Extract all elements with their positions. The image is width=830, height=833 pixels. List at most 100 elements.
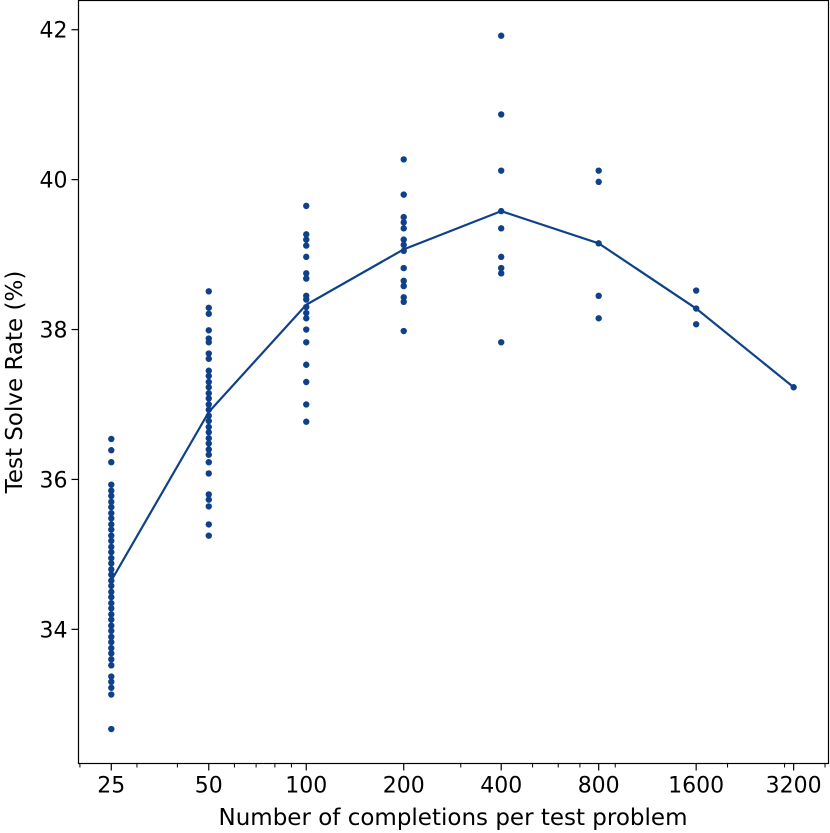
data-point bbox=[400, 327, 407, 335]
data-point bbox=[108, 537, 115, 545]
x-axis: 25 50 100 200 400 800 1600 3200 bbox=[79, 763, 826, 799]
data-point bbox=[205, 470, 212, 477]
y-tick-label: 40 bbox=[40, 169, 68, 194]
data-point bbox=[595, 167, 602, 174]
data-point bbox=[108, 662, 115, 669]
data-point bbox=[498, 264, 505, 272]
data-point bbox=[108, 588, 115, 596]
data-point bbox=[108, 638, 115, 646]
data-point bbox=[790, 384, 797, 391]
data-point bbox=[205, 355, 212, 362]
x-axis-label: Number of completions per test problem bbox=[219, 805, 688, 831]
data-point bbox=[108, 571, 115, 578]
data-point bbox=[205, 417, 212, 425]
data-point bbox=[498, 253, 505, 261]
data-point bbox=[205, 372, 212, 380]
mean-line bbox=[110, 209, 795, 582]
data-point bbox=[108, 526, 115, 533]
data-point bbox=[205, 496, 212, 503]
data-point bbox=[692, 305, 700, 312]
data-point bbox=[108, 560, 115, 567]
data-point bbox=[400, 213, 407, 221]
data-point bbox=[205, 491, 212, 498]
data-point bbox=[303, 296, 310, 303]
data-point bbox=[303, 326, 310, 333]
data-point bbox=[498, 207, 505, 215]
data-point bbox=[108, 577, 115, 584]
data-point bbox=[108, 554, 115, 562]
data-point bbox=[205, 406, 212, 413]
data-point bbox=[205, 395, 212, 402]
data-point bbox=[498, 339, 505, 346]
data-point bbox=[205, 401, 212, 408]
data-point bbox=[108, 644, 115, 652]
data-point bbox=[400, 156, 407, 163]
data-point bbox=[108, 481, 115, 488]
data-point bbox=[108, 650, 115, 657]
data-point bbox=[205, 304, 212, 311]
data-point bbox=[303, 231, 310, 238]
data-point bbox=[498, 270, 505, 277]
data-point bbox=[303, 270, 310, 277]
y-tick-label: 38 bbox=[40, 319, 68, 344]
data-point bbox=[108, 435, 115, 443]
data-point bbox=[108, 673, 115, 680]
data-point bbox=[108, 582, 115, 590]
data-point bbox=[108, 616, 115, 623]
data-point bbox=[205, 339, 212, 346]
y-tick-label: 34 bbox=[40, 618, 68, 643]
data-point bbox=[205, 327, 212, 334]
data-point bbox=[303, 236, 310, 243]
data-point bbox=[498, 225, 505, 232]
x-tick-label: 50 bbox=[195, 774, 223, 799]
data-point bbox=[400, 241, 407, 249]
x-tick-label: 3200 bbox=[766, 774, 822, 799]
data-point bbox=[108, 487, 115, 494]
data-point bbox=[205, 288, 212, 295]
x-tick-label: 1600 bbox=[668, 774, 724, 799]
data-point bbox=[205, 310, 212, 317]
data-point bbox=[205, 435, 212, 442]
plot-frame bbox=[77, 0, 830, 765]
data-point bbox=[205, 451, 212, 458]
data-point bbox=[595, 315, 602, 322]
data-point bbox=[205, 384, 212, 391]
y-axis-label: Test Solve Rate (%) bbox=[2, 271, 28, 495]
plot-marks bbox=[108, 32, 797, 733]
data-point bbox=[108, 492, 115, 500]
data-point bbox=[205, 429, 212, 436]
data-point bbox=[303, 339, 310, 346]
data-point bbox=[108, 627, 115, 635]
data-point bbox=[108, 521, 115, 528]
data-point bbox=[108, 599, 115, 607]
data-point bbox=[108, 503, 115, 511]
data-point bbox=[108, 605, 115, 612]
data-point bbox=[595, 240, 602, 247]
data-point bbox=[498, 167, 505, 174]
data-point bbox=[108, 691, 115, 698]
data-point bbox=[108, 447, 115, 454]
data-point bbox=[108, 656, 115, 663]
data-point bbox=[400, 277, 407, 285]
data-point bbox=[205, 503, 212, 510]
data-point bbox=[205, 412, 212, 419]
data-point bbox=[108, 684, 115, 691]
data-point bbox=[303, 378, 310, 386]
data-point bbox=[205, 521, 212, 528]
data-point bbox=[205, 367, 212, 374]
data-point bbox=[400, 225, 407, 232]
data-point bbox=[595, 292, 602, 300]
data-point bbox=[205, 378, 212, 386]
data-point bbox=[205, 423, 212, 431]
data-point bbox=[400, 191, 407, 198]
data-point bbox=[108, 593, 115, 601]
data-point bbox=[303, 242, 310, 249]
data-point bbox=[400, 264, 407, 272]
data-point bbox=[498, 111, 505, 118]
data-point bbox=[108, 611, 115, 618]
data-point bbox=[108, 515, 115, 522]
data-point bbox=[205, 458, 212, 466]
data-point bbox=[303, 418, 310, 425]
x-tick-label: 400 bbox=[480, 774, 522, 799]
